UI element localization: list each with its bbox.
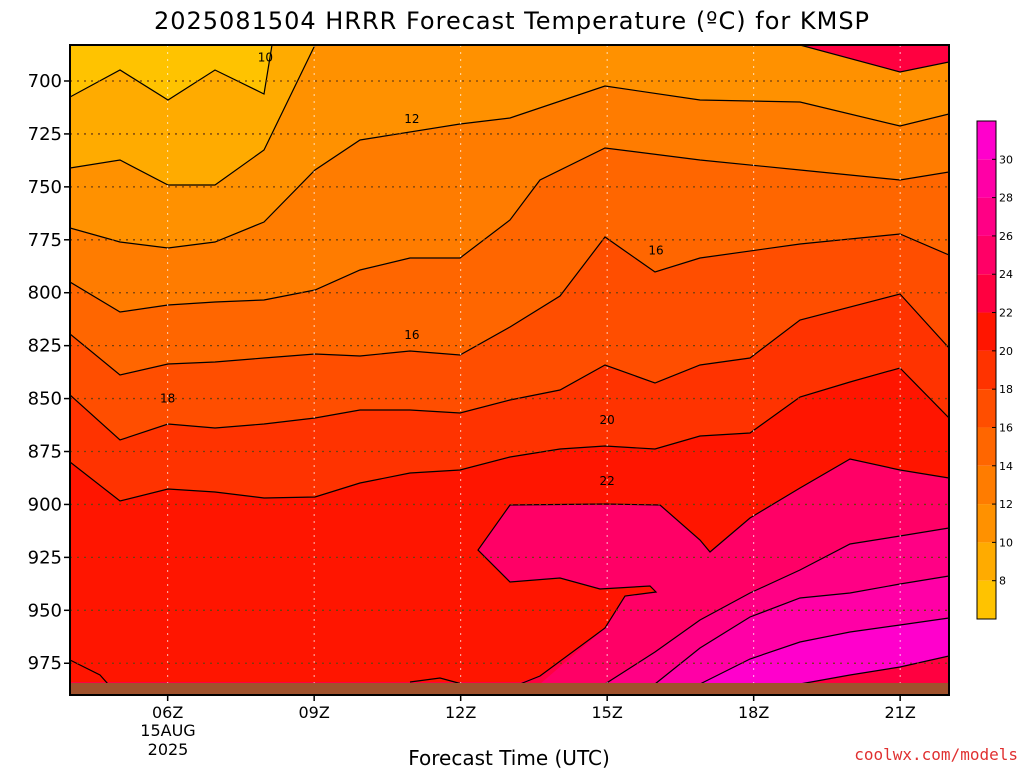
band-8: [70, 45, 272, 100]
contour-label: 16: [404, 328, 419, 342]
plot-area: 10 12 16 16 18 20 22: [70, 45, 949, 695]
y-tick-label: 825: [28, 336, 62, 357]
contour-line-18b: [70, 367, 949, 502]
x-tick-label: 21Z: [885, 703, 916, 722]
contour-line-12: [70, 85, 949, 249]
chart-title: 2025081504 HRRR Forecast Temperature (ºC…: [154, 7, 870, 35]
y-tick-label: 775: [28, 230, 62, 251]
y-tick-label: 875: [28, 442, 62, 463]
contour-line-20: [477, 458, 949, 685]
x-axis: 06Z 09Z 12Z 15Z 18Z 21Z: [152, 695, 916, 722]
colorbar-tick-label: 22: [999, 307, 1013, 320]
colorbar-frame: [976, 120, 997, 620]
y-tick-label: 750: [28, 177, 62, 198]
colorbar-segment: [977, 580, 996, 619]
colorbar: 8 10 12 14 16 18 20 22 24 26 28 30: [976, 120, 1013, 620]
y-tick-label: 900: [28, 494, 62, 515]
credit-text: coolwx.com/models: [854, 745, 1018, 764]
x-year-label: 2025: [148, 740, 189, 759]
colorbar-tick-label: 10: [999, 536, 1013, 549]
y-tick-label: 800: [28, 283, 62, 304]
y-axis: 700 725 750 775 800 825 850 875 900 925 950 975: [28, 71, 70, 674]
band-26: [605, 528, 949, 684]
contour-label: 12: [404, 112, 419, 126]
colorbar-segment: [977, 389, 996, 428]
contour-line-22: [604, 527, 949, 685]
x-tick-label: 18Z: [738, 703, 769, 722]
ground-surface: [70, 683, 949, 695]
contour-label: 20: [600, 413, 615, 427]
x-tick-label: 06Z: [152, 703, 183, 722]
colorbar-tick-label: 30: [999, 153, 1013, 166]
contour-label: 16: [648, 243, 663, 257]
contour-label: 10: [258, 51, 273, 65]
x-date-label: 15AUG: [140, 721, 195, 740]
y-tick-label: 925: [28, 547, 62, 568]
contour-lines: [70, 45, 949, 685]
y-tick-label: 975: [28, 653, 62, 674]
contour-line-26: [699, 617, 949, 685]
colorbar-segment: [977, 159, 996, 198]
colorbar-tick-label: 26: [999, 230, 1013, 243]
contour-line-22c: [409, 677, 463, 685]
colorbar-segment: [977, 465, 996, 505]
colorbar-segment: [977, 197, 996, 236]
colorbar-tick-label: 28: [999, 192, 1013, 205]
band-10: [70, 45, 315, 185]
colorbar-segment: [977, 274, 996, 313]
colorbar-tick-label: 8: [999, 575, 1006, 588]
band-20: [70, 294, 949, 501]
colorbar-tick-label: 16: [999, 421, 1013, 434]
x-tick-label: 12Z: [445, 703, 476, 722]
band-24: [478, 459, 949, 684]
colorbar-segment: [977, 312, 996, 351]
colorbar-segment: [977, 350, 996, 390]
colorbar-tick-label: 24: [999, 268, 1013, 281]
band-30: [700, 618, 949, 684]
band-18: [70, 234, 949, 440]
contour-labels: 10 12 16 16 18 20 22: [160, 51, 664, 488]
contour-label: 22: [600, 474, 615, 488]
colorbar-segment: [977, 235, 996, 275]
contour-line-22b: [70, 659, 109, 685]
band-20b: [70, 368, 949, 682]
contour-line-10b: [799, 45, 949, 73]
contour-line-28: [799, 655, 949, 685]
colorbar-tick-label: 20: [999, 345, 1013, 358]
y-tick-label: 950: [28, 600, 62, 621]
colorbar-segment: [977, 121, 996, 160]
y-tick-label: 700: [28, 71, 62, 92]
band-16: [70, 148, 949, 375]
y-tick-label: 725: [28, 124, 62, 145]
band-14: [70, 86, 949, 312]
colorbar-segment: [977, 504, 996, 543]
contour-line-8: [70, 45, 273, 101]
x-tick-label: 15Z: [592, 703, 623, 722]
x-axis-label: Forecast Time (UTC): [408, 746, 610, 768]
colorbar-segment: [977, 542, 996, 581]
contour-line-14: [70, 147, 949, 313]
contour-line-18: [70, 293, 949, 441]
band-28: [655, 576, 949, 684]
contour-line-16: [70, 233, 949, 376]
contour-label: 18: [160, 392, 175, 406]
band-12: [70, 45, 949, 248]
y-tick-label: 850: [28, 389, 62, 410]
plot-frame: [69, 44, 950, 696]
colorbar-segment: [977, 427, 996, 466]
contour-line-10: [70, 45, 316, 186]
x-tick-label: 09Z: [299, 703, 330, 722]
colorbar-tick-label: 18: [999, 383, 1013, 396]
colorbar-tick-label: 14: [999, 460, 1013, 473]
colorbar-tick-label: 12: [999, 498, 1013, 511]
